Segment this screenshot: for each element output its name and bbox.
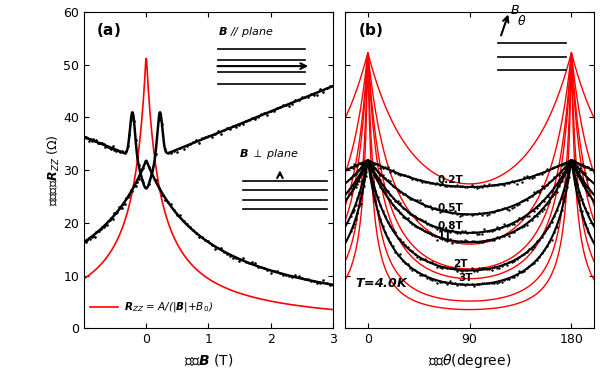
Text: 0.2T: 0.2T	[438, 176, 464, 185]
Text: $\mathbf{(a)}$: $\mathbf{(a)}$	[97, 21, 121, 39]
Text: $\boldsymbol{B}$ $\perp$ plane: $\boldsymbol{B}$ $\perp$ plane	[239, 147, 299, 161]
Text: $\boldsymbol{R}_{ZZ}$ = A/(|$\boldsymbol{B}$|+B$_0$): $\boldsymbol{R}_{ZZ}$ = A/(|$\boldsymbol…	[124, 300, 214, 314]
Text: $B$: $B$	[511, 4, 520, 17]
Text: 3T: 3T	[458, 273, 473, 283]
Text: 1T: 1T	[438, 231, 452, 240]
Text: $\boldsymbol{T}$=4.0K: $\boldsymbol{T}$=4.0K	[355, 277, 409, 290]
Text: $\theta$: $\theta$	[517, 14, 527, 28]
Text: $\mathbf{(b)}$: $\mathbf{(b)}$	[358, 21, 383, 39]
Text: 0.5T: 0.5T	[438, 203, 464, 213]
X-axis label: 磁場$\boldsymbol{B}$ (T): 磁場$\boldsymbol{B}$ (T)	[184, 352, 233, 368]
X-axis label: 角度$\theta$(degree): 角度$\theta$(degree)	[428, 352, 511, 370]
Text: 0.8T: 0.8T	[438, 221, 464, 231]
Text: 2T: 2T	[452, 259, 467, 269]
Text: $\boldsymbol{B}$ // plane: $\boldsymbol{B}$ // plane	[218, 25, 273, 39]
Y-axis label: 層間抜抗$\boldsymbol{R}_{ZZ}$ (Ω): 層間抜抗$\boldsymbol{R}_{ZZ}$ (Ω)	[46, 134, 62, 206]
